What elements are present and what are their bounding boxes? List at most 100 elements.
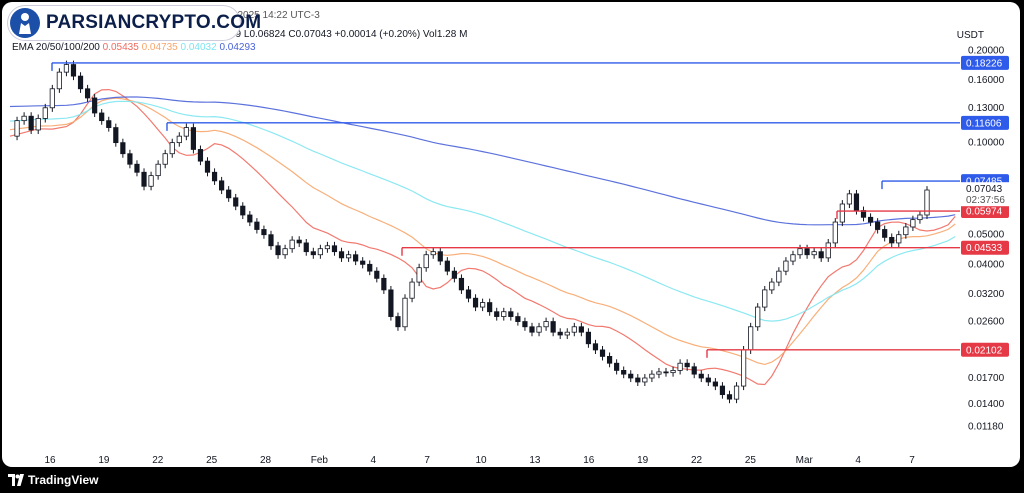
candle-body <box>409 281 415 299</box>
candle-body <box>444 260 450 272</box>
candle-body <box>14 120 20 137</box>
candle-body <box>705 377 711 383</box>
candle-body <box>324 245 331 250</box>
candle-body <box>49 88 55 109</box>
x-tick-label: 25 <box>206 455 218 466</box>
candle-body <box>127 153 133 165</box>
chart-card: 16 19 22 25 28 Feb 4 7 10 13 16 19 22 25 Mar 4 7 0.20000 0… <box>2 2 1020 467</box>
x-tick-label: 25 <box>745 455 757 466</box>
x-tick-label: 10 <box>475 455 487 466</box>
candle-body <box>741 349 747 387</box>
ema-line-2 <box>9 100 956 322</box>
x-tick-label: 19 <box>98 455 110 466</box>
candle-body <box>550 321 556 333</box>
candle-body <box>268 234 274 247</box>
candle-body <box>99 112 105 122</box>
candle-body <box>832 221 838 244</box>
ema-value-1: 0.04735 <box>138 42 178 53</box>
candle-body <box>487 302 493 313</box>
footer-brand-text: TradingView <box>28 473 99 487</box>
candle-body <box>416 267 422 283</box>
candle-body <box>875 221 881 230</box>
candle-body <box>402 297 408 328</box>
candle-body <box>804 248 810 256</box>
candle-body <box>148 175 154 187</box>
candle-body <box>867 216 874 223</box>
candle-body <box>839 203 845 223</box>
ohlc-readout: 69 L0.06824 C0.07043 +0.00014 (+0.20%) V… <box>230 29 468 40</box>
candle-body <box>480 302 486 308</box>
x-tick-label: 16 <box>583 455 595 466</box>
candle-body <box>783 260 789 272</box>
current-price-bg <box>961 182 1009 207</box>
y-tick-label: 0.16000 <box>968 75 1005 86</box>
candle-body <box>254 221 260 230</box>
candle-body <box>42 107 48 119</box>
level-price-tag <box>961 55 1009 70</box>
candle-body <box>606 356 613 364</box>
candle-body <box>310 251 316 256</box>
candle-body <box>233 197 239 207</box>
candle-body <box>162 153 168 165</box>
candle-body <box>677 362 683 371</box>
candle-body <box>515 316 521 322</box>
candle-body <box>204 160 211 173</box>
candle-body <box>571 326 577 333</box>
candle-body <box>56 71 62 90</box>
level-price-label: 0.07485 <box>966 177 1003 188</box>
y-tick-label: 0.03200 <box>968 289 1005 300</box>
candle-body <box>712 381 718 387</box>
candle-body <box>670 370 676 374</box>
candle-body <box>317 248 323 256</box>
candle-body <box>388 289 394 317</box>
ema-line-0 <box>9 88 956 386</box>
y-tick-label: 0.10000 <box>968 138 1005 149</box>
candle-body <box>543 321 549 328</box>
candle-body <box>451 270 457 279</box>
candle-body <box>197 149 204 162</box>
candle-body <box>698 373 704 379</box>
candle-body <box>825 242 831 259</box>
candle-body <box>353 254 359 262</box>
x-tick-label: 16 <box>44 455 56 466</box>
candle-body <box>882 229 888 238</box>
candle-body <box>585 331 592 345</box>
candle-body <box>903 226 909 236</box>
candle-body <box>367 263 373 272</box>
candle-body <box>656 371 662 375</box>
candle-body <box>176 135 182 144</box>
brand-logo-icon <box>10 8 40 38</box>
candle-body <box>331 245 338 253</box>
candle-body <box>797 248 803 256</box>
candle-body <box>691 366 697 375</box>
ema-value-3: 0.04293 <box>216 42 256 53</box>
candle-body <box>642 377 648 383</box>
y-tick-label: 0.01180 <box>968 421 1004 432</box>
candle-body <box>211 171 218 182</box>
candle-body <box>282 248 288 256</box>
level-price-label: 0.18226 <box>966 58 1003 69</box>
candle-body <box>719 385 726 396</box>
candle-body <box>84 88 91 99</box>
candle-body <box>395 316 401 328</box>
brand-name: PARSIANCRYPTO.COM <box>46 12 262 33</box>
candle-body <box>924 189 930 216</box>
candle-body <box>621 370 627 375</box>
candle-body <box>684 362 690 368</box>
candle-body <box>240 205 246 216</box>
x-tick-label: 22 <box>152 455 164 466</box>
candle-body <box>628 373 634 379</box>
ema-value-2: 0.04032 <box>177 42 217 53</box>
price-chart[interactable]: 16 19 22 25 28 Feb 4 7 10 13 16 19 22 25 Mar 4 70.200000… <box>2 2 1020 467</box>
x-tick-label: Feb <box>311 455 329 466</box>
y-tick-label: 0.05000 <box>968 230 1005 241</box>
candle-body <box>35 118 41 131</box>
currency-label: USDT <box>956 30 984 41</box>
ema-legend[interactable]: EMA 20/50/100/200 0.05435 0.04735 0.0403… <box>12 42 256 53</box>
candle-body <box>811 251 817 256</box>
candle-body <box>501 311 507 317</box>
candle-body <box>649 373 655 379</box>
candle-body <box>63 64 70 73</box>
x-tick-label: 7 <box>424 455 430 466</box>
candle-body <box>113 127 119 144</box>
